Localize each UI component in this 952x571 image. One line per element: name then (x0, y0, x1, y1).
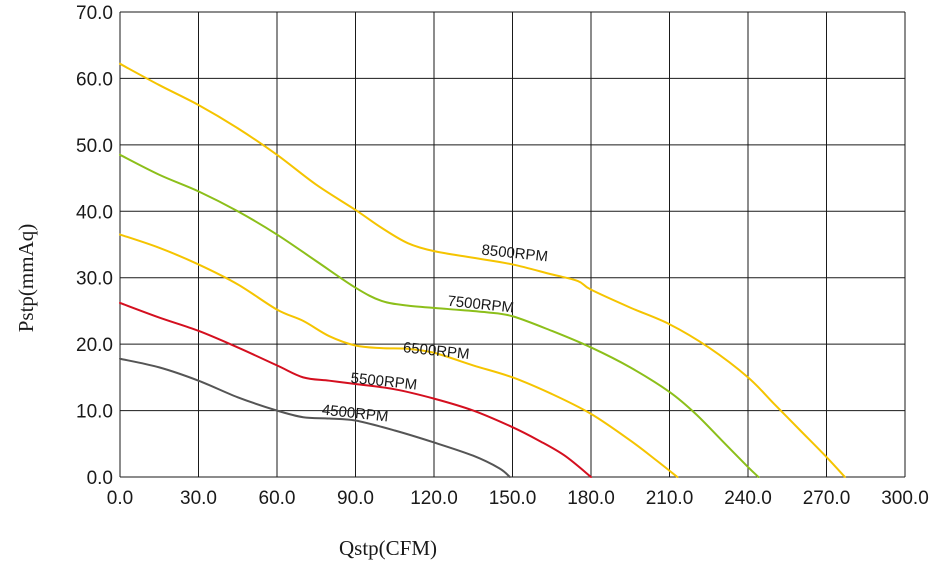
series-label-5500rpm: 5500RPM (350, 370, 418, 394)
x-tick-label: 180.0 (567, 488, 615, 509)
x-tick-label: 60.0 (259, 488, 296, 509)
series-line-8500rpm (119, 62, 846, 478)
series-line-5500rpm (119, 301, 592, 478)
series-lines (119, 62, 846, 478)
y-tick-label: 60.0 (76, 69, 113, 90)
x-tick-label: 120.0 (410, 488, 458, 509)
x-tick-label: 30.0 (180, 488, 217, 509)
y-tick-label: 20.0 (76, 335, 113, 356)
y-tick-label: 10.0 (76, 402, 113, 423)
x-axis-label: Qstp(CFM) (339, 536, 437, 560)
y-tick-labels: 0.0 10.0 20.0 30.0 40.0 50.0 60.0 70.0 (76, 3, 113, 489)
y-tick-label: 50.0 (76, 136, 113, 157)
x-tick-labels: 0.0 30.0 60.0 90.0 120.0 150.0 180.0 210.0 240.0… (107, 488, 929, 509)
x-tick-label: 210.0 (646, 488, 694, 509)
y-axis-label: Pstp(mmAq) (14, 224, 38, 333)
series-labels: 8500RPM 7500RPM 6500RPM 5500RPM 4500RPM (321, 242, 549, 426)
grid (119, 11, 906, 478)
y-tick-label: 40.0 (76, 202, 113, 223)
series-label-7500rpm: 7500RPM (447, 293, 515, 317)
y-tick-label: 70.0 (76, 3, 113, 24)
x-tick-label: 90.0 (337, 488, 374, 509)
y-tick-label: 30.0 (76, 269, 113, 290)
series-label-4500rpm: 4500RPM (321, 402, 389, 426)
x-tick-label: 150.0 (489, 488, 537, 509)
series-line-6500rpm (119, 233, 679, 478)
series-label-6500rpm: 6500RPM (402, 339, 470, 363)
x-tick-label: 0.0 (107, 488, 133, 509)
series-label-8500rpm: 8500RPM (481, 242, 549, 266)
series-line-7500rpm (119, 153, 760, 478)
x-tick-label: 300.0 (881, 488, 929, 509)
x-tick-label: 240.0 (724, 488, 772, 509)
x-tick-label: 270.0 (803, 488, 851, 509)
y-tick-label: 0.0 (87, 468, 113, 489)
series-line-4500rpm (119, 357, 511, 478)
